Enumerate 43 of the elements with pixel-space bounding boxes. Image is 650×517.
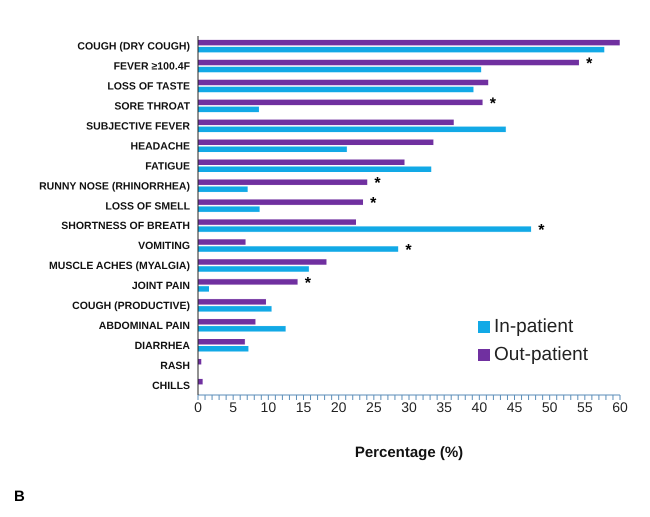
annotation: * [405, 242, 412, 260]
y-tick-label: LOSS OF TASTE [107, 80, 190, 93]
y-tick-label: VOMITING [138, 240, 190, 252]
y-tick-label: COUGH (DRY COUGH) [77, 40, 190, 53]
x-tick-label: 25 [366, 398, 382, 415]
y-tick-label: FEVER ≥100.4F [114, 60, 191, 73]
annotation: * [374, 175, 382, 192]
x-tick-label: 45 [506, 398, 522, 415]
x-tick-label: 55 [577, 398, 593, 415]
x-tick-label: 20 [330, 398, 347, 415]
y-tick-label: LOSS OF SMELL [105, 200, 191, 212]
x-tick-label: 5 [229, 398, 238, 415]
y-tick-label: CHILLS [152, 380, 190, 392]
annotation: * [304, 274, 312, 292]
text: B [14, 488, 25, 505]
annotation: * [490, 95, 497, 112]
y-tick-label: ABDOMINAL PAIN [98, 320, 190, 332]
legend-label: Out-patient [494, 344, 588, 365]
legend-label: In-patient [494, 316, 574, 337]
x-tick-label: 50 [542, 398, 558, 415]
y-tick-label: SORE THROAT [114, 100, 191, 113]
x-tick-label: 15 [296, 398, 312, 415]
y-tick-label: SHORTNESS OF BREATH [61, 220, 190, 232]
x-tick-label: 30 [401, 398, 417, 415]
y-tick-label: SUBJECTIVE FEVER [86, 120, 190, 132]
x-tick-label: 60 [612, 398, 628, 415]
y-tick-label: JOINT PAIN [132, 280, 190, 292]
x-tick-label: 10 [260, 398, 276, 415]
y-tick-label: FATIGUE [145, 160, 190, 172]
x-tick-label: 35 [436, 398, 452, 415]
x-tick-label: 40 [472, 398, 488, 415]
bar [198, 358, 202, 365]
y-tick-label: COUGH (PRODUCTIVE) [72, 300, 190, 312]
y-tick-label: RUNNY NOSE (RHINORRHEA) [39, 180, 190, 192]
x-tick-label: 0 [194, 398, 202, 415]
y-tick-label: DIARRHEA [134, 340, 190, 352]
annotation: * [370, 195, 378, 212]
annotation: * [586, 56, 594, 73]
y-tick-label: MUSCLE ACHES (MYALGIA) [49, 260, 190, 272]
x-axis-title: Percentage (%) [354, 444, 464, 461]
y-tick-label: RASH [160, 360, 190, 372]
y-tick-label: HEADACHE [130, 140, 190, 152]
annotation: * [538, 222, 546, 240]
